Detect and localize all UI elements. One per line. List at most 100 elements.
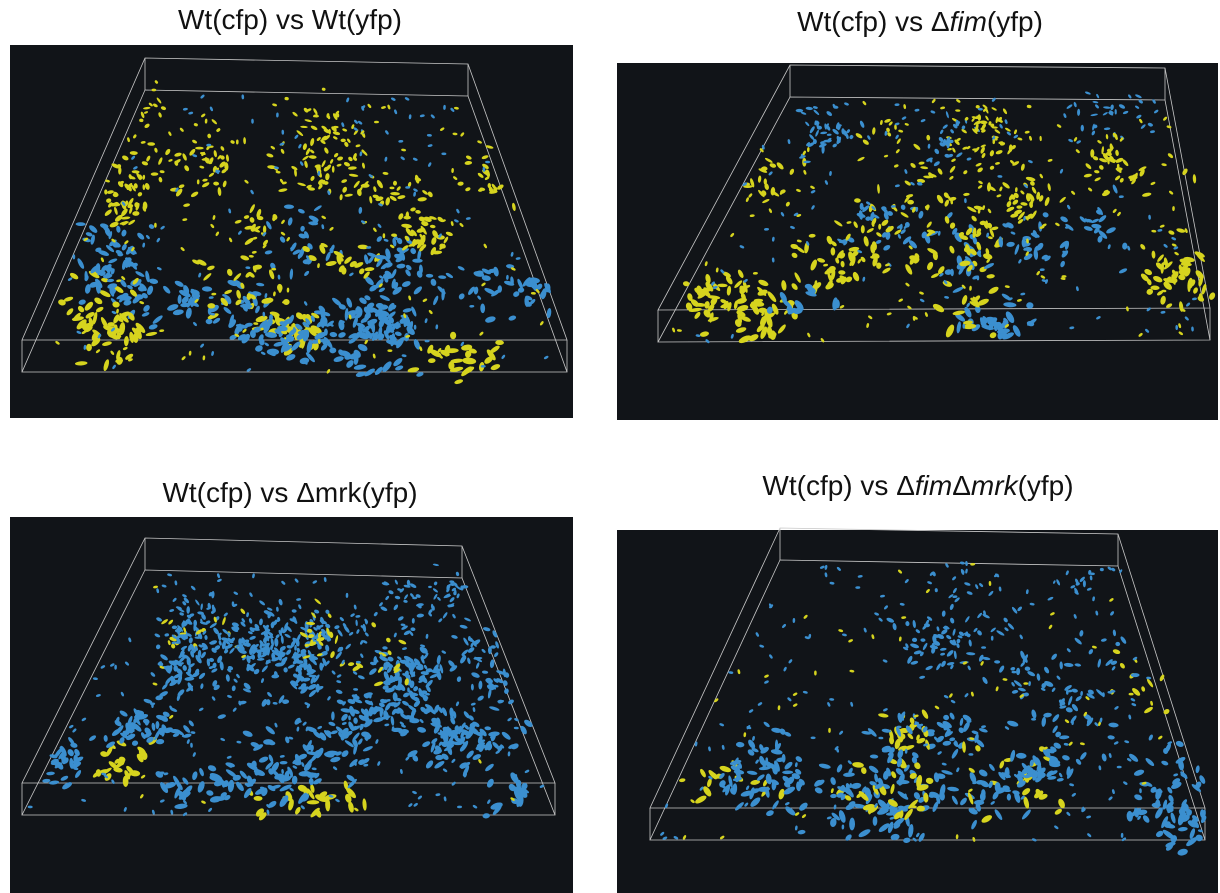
cell (413, 324, 417, 330)
cell (1087, 689, 1094, 695)
cell (983, 107, 988, 112)
cell (905, 643, 909, 649)
cell (179, 612, 184, 616)
cell (325, 797, 331, 812)
cell (228, 208, 232, 214)
cell (366, 246, 372, 249)
cell (960, 797, 967, 806)
cell (360, 130, 365, 135)
cell (217, 655, 223, 664)
cell (880, 594, 885, 598)
cell (182, 601, 187, 606)
cell (462, 357, 477, 365)
cell (1169, 190, 1174, 195)
cell (945, 111, 949, 119)
cell (480, 739, 486, 743)
cell (116, 279, 122, 283)
cell (435, 234, 445, 240)
cell (1101, 146, 1104, 155)
cell (694, 741, 698, 747)
cell (137, 232, 145, 240)
cell (752, 271, 758, 275)
cell (829, 171, 832, 176)
cell (970, 691, 974, 697)
cell (443, 796, 447, 802)
cell (183, 627, 187, 633)
cell (725, 275, 733, 285)
cell (780, 212, 785, 217)
cell (911, 207, 916, 213)
cell (449, 580, 455, 584)
cell (121, 229, 127, 237)
cell (420, 671, 429, 676)
cell (294, 168, 297, 177)
wireframe (657, 64, 1211, 343)
cell (146, 155, 151, 162)
cell (936, 735, 945, 743)
cell (223, 612, 228, 617)
cell (461, 653, 467, 659)
cell (160, 654, 168, 661)
cell (1017, 770, 1026, 778)
cell (438, 741, 443, 747)
cell (192, 154, 198, 158)
cell (302, 143, 307, 150)
cell (292, 617, 298, 624)
cell (438, 618, 443, 623)
cell (772, 800, 779, 810)
cell (329, 631, 334, 639)
cell (720, 269, 725, 274)
cell (150, 672, 156, 677)
cell (328, 794, 334, 798)
cell (151, 703, 154, 708)
cell (812, 106, 818, 109)
cell (102, 341, 112, 346)
cell (159, 665, 165, 669)
cell (345, 592, 349, 598)
cell (943, 625, 949, 630)
cell (405, 715, 415, 720)
cell (863, 627, 867, 633)
cell (274, 773, 285, 780)
cell (335, 651, 342, 660)
cell (227, 637, 232, 644)
cell (936, 663, 942, 671)
cell (432, 230, 439, 238)
cell (867, 728, 877, 737)
cell (143, 106, 151, 110)
cell (310, 784, 315, 793)
cell (433, 664, 439, 673)
cell (176, 781, 183, 791)
cell (845, 233, 851, 241)
cell (248, 254, 254, 258)
cell (448, 660, 456, 668)
cell (1085, 696, 1090, 701)
cell (419, 114, 425, 118)
cell (313, 778, 322, 785)
cell (135, 711, 140, 722)
cell (407, 687, 410, 693)
cell (111, 241, 121, 248)
cell (219, 161, 226, 168)
cell (465, 155, 472, 160)
cell (391, 708, 397, 715)
cell (188, 613, 195, 618)
cell (954, 234, 962, 243)
cell (1177, 848, 1188, 856)
cell (227, 632, 231, 638)
cell (799, 782, 803, 788)
cell (1201, 283, 1207, 295)
cell (762, 199, 770, 204)
cell (1053, 742, 1062, 749)
cell (1004, 285, 1010, 288)
cell (1105, 134, 1109, 140)
cell (1014, 774, 1019, 778)
cell (1041, 254, 1048, 260)
cell (1089, 572, 1095, 576)
cell (313, 114, 318, 118)
cell (241, 333, 251, 344)
title-part: Wt(cfp) vs Δ (797, 6, 949, 37)
cell (429, 216, 437, 220)
cell (177, 625, 184, 632)
cell (484, 740, 492, 751)
